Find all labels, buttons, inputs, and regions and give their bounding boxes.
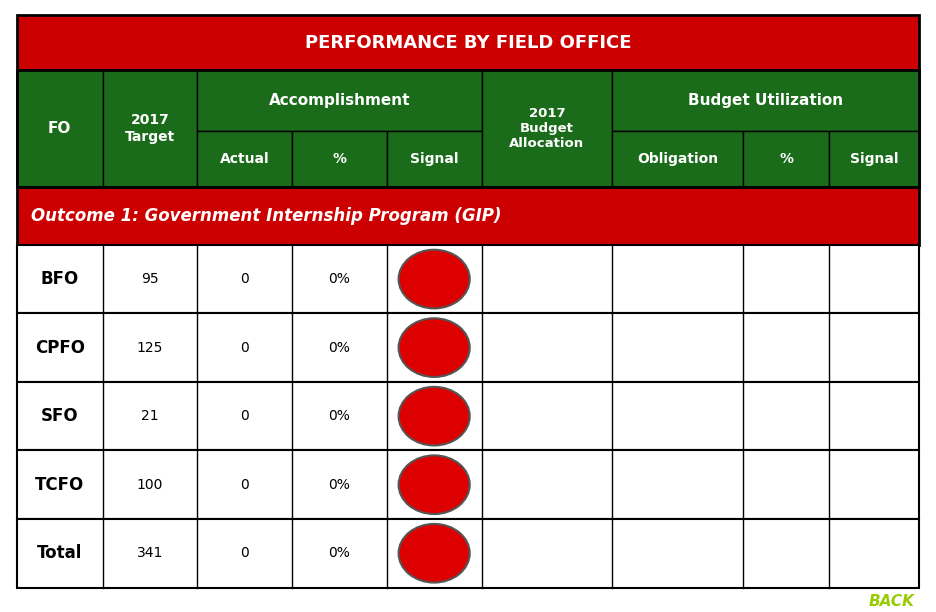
Bar: [17, 382, 919, 450]
Text: FO: FO: [48, 121, 71, 136]
Text: 0%: 0%: [329, 547, 350, 560]
Text: Actual: Actual: [220, 152, 270, 166]
Ellipse shape: [399, 318, 470, 377]
Text: 0%: 0%: [329, 409, 350, 423]
Text: BFO: BFO: [40, 270, 79, 288]
Bar: [743, 131, 829, 187]
Bar: [292, 131, 387, 187]
Text: Accomplishment: Accomplishment: [269, 93, 410, 108]
Ellipse shape: [399, 524, 470, 583]
Text: Obligation: Obligation: [637, 152, 718, 166]
Bar: [17, 70, 919, 187]
Text: 21: 21: [141, 409, 159, 423]
Bar: [481, 70, 612, 187]
Bar: [17, 15, 919, 70]
Bar: [829, 131, 919, 187]
Text: 0: 0: [241, 409, 249, 423]
Text: %: %: [779, 152, 793, 166]
Bar: [197, 131, 292, 187]
Text: Total: Total: [37, 544, 82, 562]
Text: 0%: 0%: [329, 478, 350, 491]
Text: %: %: [332, 152, 346, 166]
Bar: [17, 245, 919, 313]
Bar: [17, 187, 919, 245]
Bar: [197, 70, 481, 131]
Text: 0: 0: [241, 341, 249, 354]
Ellipse shape: [399, 387, 470, 446]
Text: Signal: Signal: [410, 152, 459, 166]
Text: 341: 341: [137, 547, 163, 560]
Text: 0%: 0%: [329, 272, 350, 286]
Text: 0: 0: [241, 547, 249, 560]
Bar: [17, 70, 919, 187]
Bar: [17, 519, 919, 588]
Text: 0%: 0%: [329, 341, 350, 354]
Text: Signal: Signal: [850, 152, 899, 166]
Text: BACK: BACK: [869, 594, 914, 609]
Text: 0: 0: [241, 272, 249, 286]
Text: 95: 95: [141, 272, 159, 286]
Ellipse shape: [399, 250, 470, 308]
Text: 2017
Target: 2017 Target: [124, 113, 175, 144]
Bar: [612, 70, 919, 131]
Bar: [103, 70, 197, 187]
Text: TCFO: TCFO: [35, 476, 84, 494]
Text: CPFO: CPFO: [35, 338, 84, 357]
Bar: [612, 131, 743, 187]
Text: 2017
Budget
Allocation: 2017 Budget Allocation: [509, 107, 584, 150]
Text: Budget Utilization: Budget Utilization: [688, 93, 843, 108]
Text: Outcome 1: Government Internship Program (GIP): Outcome 1: Government Internship Program…: [31, 207, 502, 225]
Ellipse shape: [399, 455, 470, 514]
Bar: [17, 450, 919, 519]
Bar: [387, 131, 481, 187]
Bar: [17, 313, 919, 382]
Text: 0: 0: [241, 478, 249, 491]
Text: 125: 125: [137, 341, 163, 354]
Bar: [17, 70, 103, 187]
Text: SFO: SFO: [41, 407, 79, 425]
Text: PERFORMANCE BY FIELD OFFICE: PERFORMANCE BY FIELD OFFICE: [305, 34, 631, 52]
Text: 100: 100: [137, 478, 163, 491]
